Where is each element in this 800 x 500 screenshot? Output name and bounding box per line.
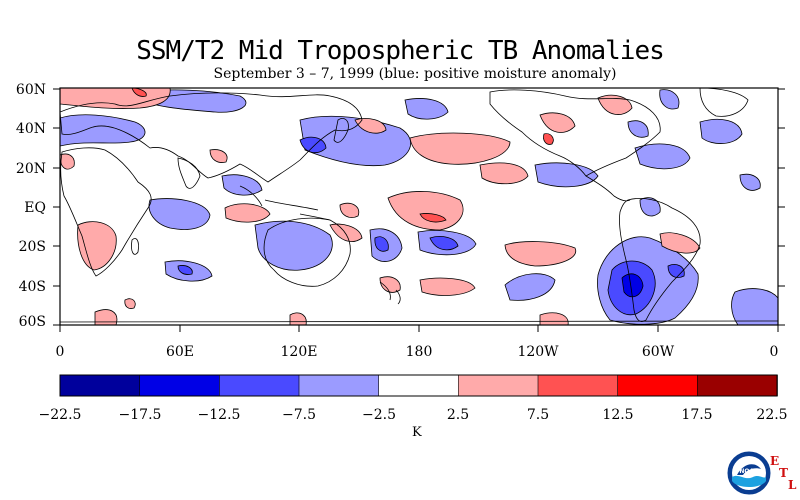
logo-text: NOAA [739, 468, 759, 475]
colorbar-swatch [378, 374, 460, 397]
map-subtitle: September 3 – 7, 1999 (blue: positive mo… [213, 66, 617, 82]
lat-label: 20N [16, 161, 46, 177]
lat-label: 40S [19, 279, 46, 295]
lat-label: EQ [24, 200, 46, 216]
lat-ticks [53, 88, 785, 326]
colorbar-tick-label: 17.5 [681, 407, 712, 423]
etl-letter: E [770, 454, 780, 468]
lon-ticks [59, 325, 779, 332]
colorbar-frame [59, 374, 778, 397]
etl-letter: T [779, 466, 788, 480]
colorbar-tick-label: −17.5 [119, 407, 162, 423]
strongest-blue-core [621, 273, 644, 298]
strong-red-cores [131, 88, 554, 223]
colorbar-tick-label: 22.5 [756, 407, 787, 423]
colorbar-swatch [617, 374, 699, 397]
colorbar [59, 374, 778, 397]
colorbar-tick-label: −7.5 [282, 407, 316, 423]
lon-labels: 0 60E 120E 180 120W 60W 0 [56, 344, 779, 360]
map-title: SSM/T2 Mid Tropospheric TB Anomalies [136, 36, 665, 66]
colorbar-swatch [298, 374, 380, 397]
colorbar-tick-label: 2.5 [447, 407, 469, 423]
colorbar-tick-label: 12.5 [602, 407, 633, 423]
colorbar-tick-label: −2.5 [362, 407, 396, 423]
map-plot-area [60, 88, 778, 325]
colorbar-swatch [697, 374, 778, 397]
colorbar-swatch [139, 374, 221, 397]
colorbar-tick-label: 7.5 [527, 407, 549, 423]
colorbar-tick-label: −12.5 [198, 407, 241, 423]
lon-label: 60E [166, 344, 194, 360]
lon-label: 180 [406, 344, 433, 360]
colorbar-swatch [219, 374, 300, 397]
lat-label: 60S [19, 314, 46, 330]
colorbar-tick-labels: −22.5 −17.5 −12.5 −7.5 −2.5 2.5 7.5 12.5… [39, 407, 788, 423]
lat-labels: 60N 40N 20N EQ 20S 40S 60S [16, 82, 46, 330]
lat-label: 20S [19, 239, 46, 255]
lon-label: 60W [642, 344, 675, 360]
noaa-logo: NOAA [727, 451, 771, 495]
colorbar-swatch [59, 374, 141, 397]
colorbar-swatch [458, 374, 539, 397]
lon-label: 0 [56, 344, 65, 360]
colorbar-tick-label: −22.5 [39, 407, 82, 423]
lat-label: 40N [16, 121, 46, 137]
lon-label: 0 [770, 344, 779, 360]
etl-letter: L [788, 478, 797, 492]
colorbar-unit: K [412, 425, 422, 440]
lat-label: 60N [16, 82, 46, 98]
lon-label: 120W [517, 344, 559, 360]
colorbar-swatch [537, 374, 619, 397]
lon-label: 120E [281, 344, 318, 360]
